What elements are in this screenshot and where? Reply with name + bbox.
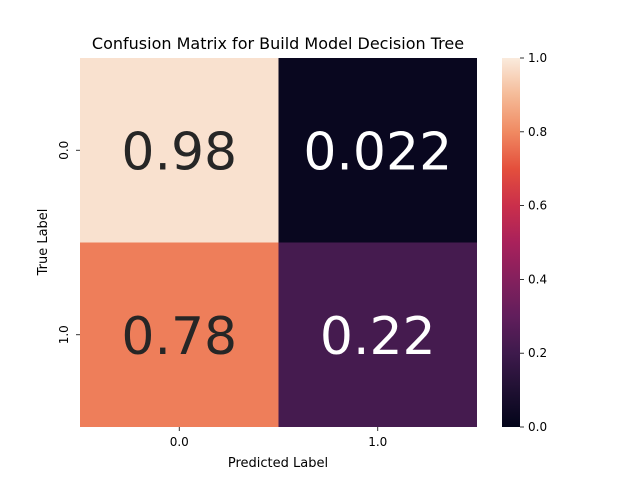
colorbar-tick-label: 0.8	[528, 125, 547, 139]
x-tick-label: 1.0	[368, 435, 387, 449]
cell-value-label-0-0: 0.98	[121, 122, 237, 182]
colorbar-tick-label: 0.4	[528, 272, 547, 286]
y-axis-ticks: 0.0 1.0	[57, 141, 80, 344]
colorbar-tick-label: 1.0	[528, 51, 547, 65]
cell-value-label-1-0: 0.78	[121, 307, 237, 367]
y-tick-label: 0.0	[57, 141, 71, 160]
chart-title: Confusion Matrix for Build Model Decisio…	[92, 34, 464, 53]
cell-value-label-1-1: 0.22	[320, 307, 436, 367]
colorbar-tick-label: 0.2	[528, 346, 547, 360]
colorbar-tick-label: 0.0	[528, 420, 547, 434]
y-tick-label: 1.0	[57, 325, 71, 344]
colorbar-tick-label: 0.6	[528, 199, 547, 213]
cell-value-label-0-1: 0.022	[303, 122, 452, 182]
heatmap-cell-0-1	[278, 58, 477, 243]
heatmap-cell-1-1	[278, 242, 477, 427]
heatmap-cells: 0.98 0.022 0.78 0.22	[80, 58, 477, 427]
heatmap-cell-0-0	[80, 58, 279, 243]
y-axis-label: True Label	[36, 209, 51, 277]
colorbar-ticks: 0.0 0.2 0.4 0.6 0.8 1.0	[520, 51, 547, 434]
x-tick-label: 0.0	[170, 435, 189, 449]
x-axis-label: Predicted Label	[228, 456, 328, 471]
colorbar	[502, 58, 520, 427]
x-axis-ticks: 0.0 1.0	[170, 427, 387, 449]
heatmap-cell-1-0	[80, 242, 279, 427]
